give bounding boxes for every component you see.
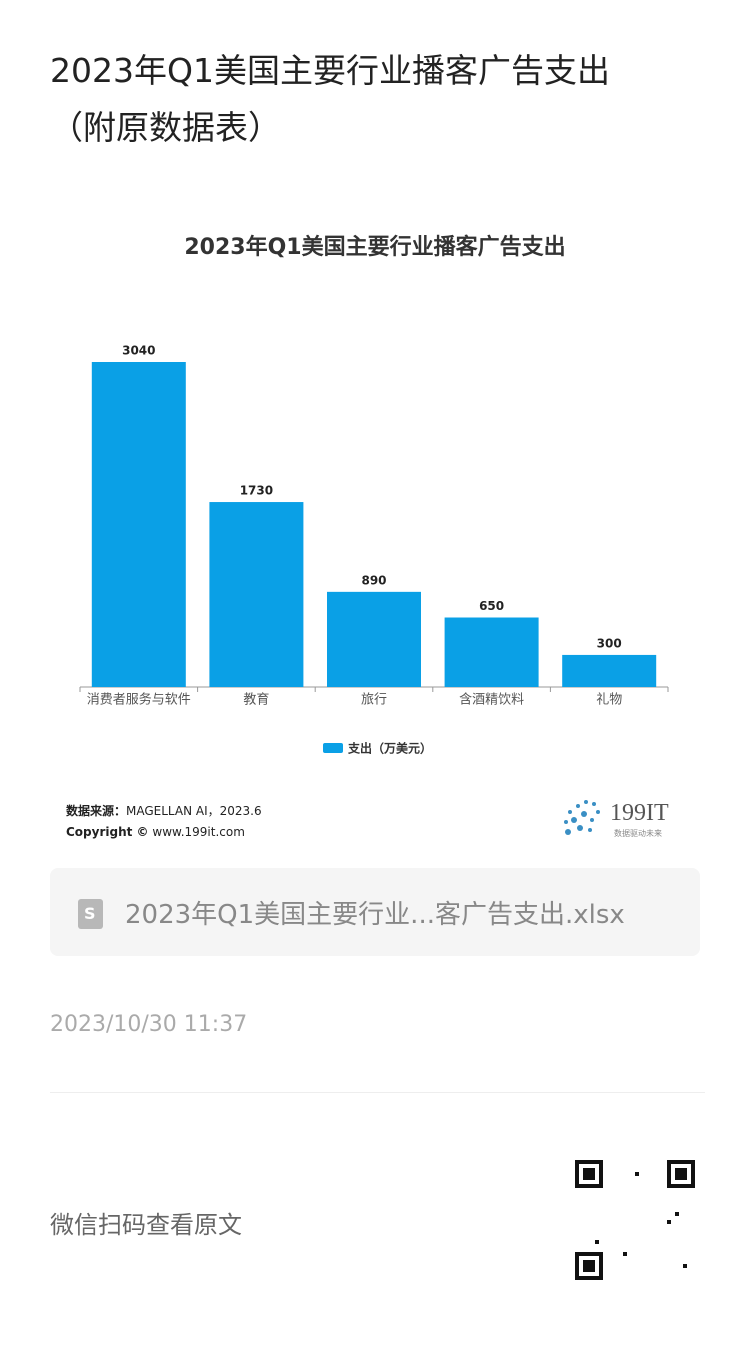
- attachment-name[interactable]: 2023年Q1美国主要行业...客广告支出.xlsx: [125, 900, 625, 930]
- x-tick-label: 旅行: [361, 693, 387, 708]
- data-label: 3040: [122, 344, 155, 358]
- attachment-card[interactable]: S 2023年Q1美国主要行业...客广告支出.xlsx: [50, 868, 700, 956]
- x-tick-label: 教育: [243, 692, 269, 708]
- qr-module: [635, 1172, 639, 1176]
- logo: 199IT 数据驱动未来: [564, 800, 669, 838]
- bar: [562, 654, 657, 687]
- legend-label: 支出（万美元）: [347, 741, 432, 756]
- x-tick-label: 含酒精饮料: [459, 692, 524, 708]
- qr-module: [623, 1252, 627, 1256]
- source-block: 数据来源：MAGELLAN AI，2023.6 Copyright © www.…: [66, 801, 262, 843]
- qr-caption: 微信扫码查看原文: [50, 1211, 242, 1239]
- data-label: 650: [479, 599, 504, 613]
- copyright-label: Copyright ©: [66, 825, 149, 839]
- logo-text: 199IT: [610, 800, 669, 826]
- x-tick-label: 消费者服务与软件: [87, 692, 191, 708]
- legend-swatch: [323, 743, 343, 753]
- logo-dots: [564, 800, 600, 835]
- qr-code: [575, 1160, 695, 1280]
- file-icon: S: [78, 899, 103, 929]
- source: MAGELLAN AI，2023.6: [126, 804, 262, 818]
- source-label: 数据来源：: [66, 804, 127, 818]
- divider: [50, 1092, 705, 1093]
- data-label: 300: [597, 636, 622, 650]
- chart: 2023年Q1美国主要行业播客广告支出 3040 1730 890 650 300 支出（…: [79, 234, 669, 756]
- qr-module: [667, 1220, 671, 1224]
- qr-module: [675, 1212, 679, 1216]
- bar: [444, 617, 539, 687]
- chart-title: 2023年Q1美国主要行业播客广告支出: [184, 234, 565, 260]
- qr-module: [683, 1264, 687, 1268]
- bar: [327, 591, 421, 687]
- logo-slogan: 数据驱动未来: [614, 828, 662, 838]
- publish-date: 2023/10/30 11:37: [50, 1012, 248, 1037]
- article-title: 2023年Q1美国主要行业播客广告支出（附原数据表）: [50, 51, 610, 147]
- data-label: 1730: [240, 484, 273, 498]
- data-label: 890: [361, 573, 386, 587]
- bar: [91, 362, 186, 687]
- bar: [209, 502, 304, 687]
- x-tick-label: 礼物: [596, 692, 622, 708]
- copyright: www.199it.com: [152, 825, 245, 839]
- qr-module: [595, 1240, 599, 1244]
